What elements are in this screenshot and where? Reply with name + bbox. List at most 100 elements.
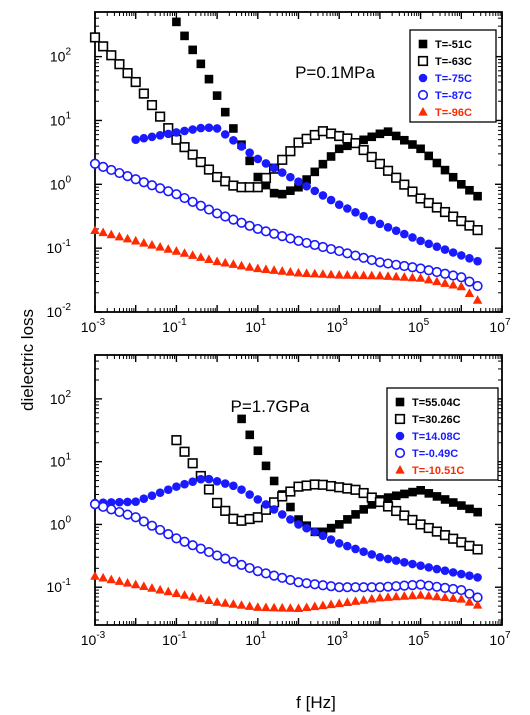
legend-entry: T=-0.49C — [412, 448, 458, 460]
y-tick-label: 100 — [50, 514, 72, 532]
data-point — [400, 229, 409, 239]
data-point — [375, 552, 385, 562]
data-point — [367, 593, 377, 603]
data-point — [244, 601, 255, 610]
data-point — [212, 477, 222, 486]
data-point — [343, 204, 352, 213]
data-point — [114, 506, 125, 518]
data-point — [196, 593, 206, 603]
data-point — [399, 591, 410, 600]
data-point — [391, 556, 401, 565]
y-tick-label: 102 — [50, 389, 72, 407]
data-point — [457, 501, 466, 510]
data-point — [212, 91, 222, 100]
data-point — [106, 229, 117, 239]
legend-marker — [418, 73, 428, 83]
data-point — [399, 510, 410, 521]
data-point — [228, 259, 239, 268]
data-point — [424, 590, 434, 600]
data-point — [171, 588, 182, 597]
y-tick-label: 10-2 — [47, 302, 72, 320]
data-point — [431, 581, 442, 592]
legend-entry: T=-10.51C — [412, 465, 464, 477]
data-point — [407, 272, 418, 282]
data-point — [187, 149, 198, 160]
data-point — [260, 172, 272, 184]
series-4 — [90, 225, 483, 304]
data-point — [204, 254, 214, 263]
data-point — [407, 514, 418, 526]
data-point — [115, 497, 124, 507]
data-point — [408, 233, 417, 242]
data-point — [464, 220, 475, 231]
data-point — [423, 580, 434, 591]
data-point — [431, 526, 442, 537]
data-point — [114, 576, 125, 585]
data-point — [236, 217, 247, 228]
x-tick-label: 10-3 — [81, 630, 106, 648]
data-point — [285, 574, 296, 586]
data-point — [408, 559, 417, 569]
data-point — [416, 144, 425, 154]
x-tick-label: 101 — [245, 630, 267, 648]
data-point — [325, 581, 337, 592]
data-point — [440, 566, 450, 576]
data-point — [391, 491, 401, 501]
data-point — [432, 242, 442, 251]
data-point — [253, 154, 263, 164]
data-point — [269, 188, 279, 198]
data-point — [245, 156, 254, 166]
data-point — [261, 264, 271, 274]
y-tick-label: 101 — [50, 452, 72, 470]
data-point — [301, 480, 312, 491]
top-panel: 10-3 10-1 101 103 105 107 10-2 10-1 100 101 102 P=0… — [47, 11, 511, 335]
data-point — [367, 270, 377, 280]
data-point — [220, 211, 231, 222]
data-point — [220, 505, 231, 516]
data-point — [375, 592, 385, 602]
x-tick-label: 101 — [245, 317, 267, 335]
data-point — [236, 182, 247, 193]
data-point — [399, 179, 410, 190]
data-point — [277, 491, 288, 502]
data-point — [98, 161, 109, 172]
data-point — [212, 256, 222, 266]
data-point — [155, 524, 166, 536]
data-point — [334, 482, 345, 493]
data-point — [203, 546, 215, 558]
data-point — [334, 539, 344, 548]
data-point — [432, 158, 442, 168]
x-tick-label: 10-1 — [162, 317, 187, 335]
data-point — [285, 486, 296, 497]
data-point — [269, 602, 279, 612]
data-point — [163, 129, 173, 139]
data-point — [98, 41, 109, 52]
data-point — [195, 543, 206, 554]
data-point — [122, 68, 133, 79]
data-point — [407, 590, 418, 600]
data-point — [261, 500, 271, 509]
x-tick-label: 107 — [489, 630, 511, 648]
data-point — [260, 226, 272, 237]
data-point — [286, 502, 295, 512]
data-point — [448, 270, 459, 281]
data-point — [375, 270, 385, 280]
data-point — [196, 252, 206, 261]
data-point — [204, 474, 214, 484]
data-point — [228, 599, 239, 608]
data-point — [367, 132, 377, 142]
data-point — [334, 144, 344, 154]
data-point — [163, 529, 174, 540]
data-point — [277, 266, 287, 275]
data-point — [325, 128, 337, 139]
legend-marker — [394, 413, 406, 425]
data-point — [382, 581, 394, 592]
x-tick-label: 103 — [327, 317, 349, 335]
data-point — [440, 245, 450, 254]
x-tick-label: 107 — [489, 317, 511, 335]
series-1 — [89, 32, 483, 236]
data-point — [350, 138, 361, 149]
legend-marker — [395, 431, 405, 441]
x-tick-label: 10-3 — [81, 317, 106, 335]
data-point — [350, 484, 361, 495]
